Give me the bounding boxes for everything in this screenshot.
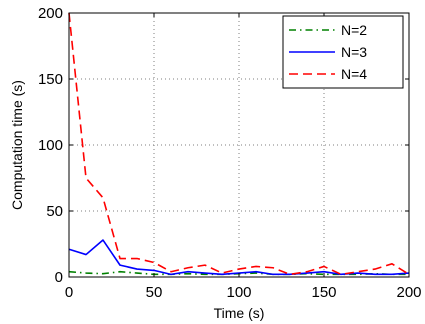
y-axis-label: Computation time (s) xyxy=(9,80,25,210)
y-tick-label: 0 xyxy=(55,269,63,286)
x-tick-label: 200 xyxy=(396,284,421,301)
series-line-n-4 xyxy=(68,12,410,276)
legend-label: N=4 xyxy=(341,66,367,82)
legend: N=2 N=3 N=4 xyxy=(282,15,404,89)
y-tick-label: 200 xyxy=(38,5,63,22)
legend-label: N=3 xyxy=(341,44,367,60)
x-tick-label: 100 xyxy=(226,284,251,301)
y-tick-label: 100 xyxy=(38,137,63,154)
legend-label: N=2 xyxy=(341,22,367,38)
x-tick-label: 0 xyxy=(65,284,73,301)
y-tick-label: 150 xyxy=(38,71,63,88)
axis-ticks: 0 50 100 150 200 0 50 100 150 200 xyxy=(38,5,422,301)
x-tick-label: 150 xyxy=(311,284,336,301)
y-tick-label: 50 xyxy=(46,203,63,220)
x-tick-label: 50 xyxy=(146,284,163,301)
x-axis-label: Time (s) xyxy=(214,305,265,321)
